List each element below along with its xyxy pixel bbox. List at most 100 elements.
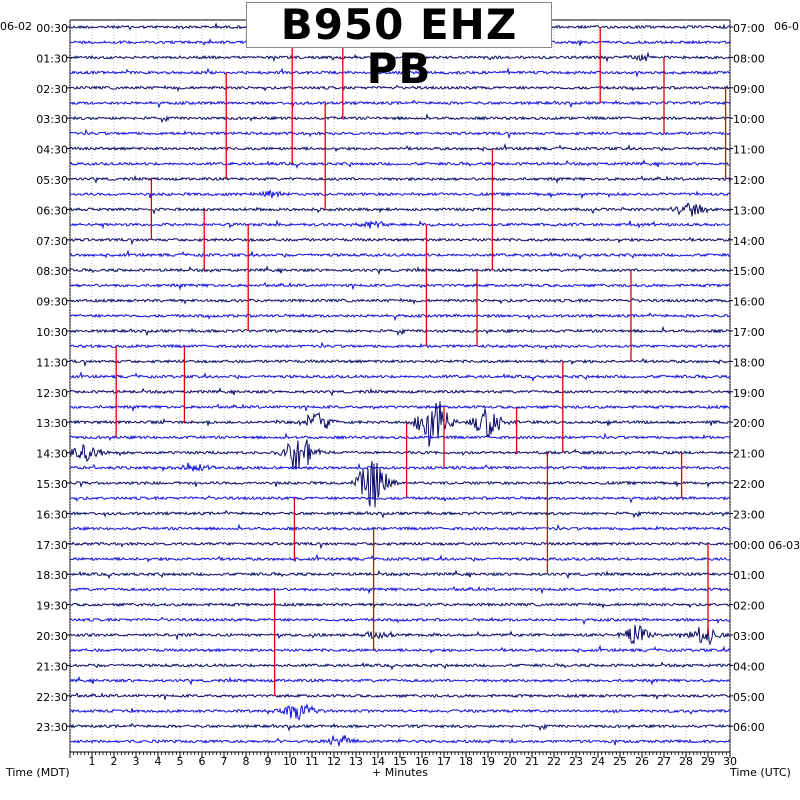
right-time-label: 19:00 — [733, 387, 765, 400]
left-time-ticks: 00:30 01:30 02:30 03:30 04:30 05:30 06:30 07:30… — [36, 22, 70, 734]
left-time-label: 20:30 — [36, 630, 68, 643]
left-time-label: 12:30 — [36, 387, 68, 400]
trace-line — [69, 219, 730, 230]
y-axis-label-left: Time (MDT) — [6, 766, 70, 779]
x-tick-label: 27 — [657, 755, 671, 768]
x-tick-label: 19 — [481, 755, 495, 768]
trace-line — [69, 51, 731, 63]
x-tick-label: 29 — [701, 755, 715, 768]
trace-line — [69, 158, 730, 169]
left-time-label: 08:30 — [36, 265, 68, 278]
right-time-label: 15:00 — [733, 265, 765, 278]
left-time-label: 04:30 — [36, 144, 68, 157]
x-tick-label: 25 — [613, 755, 627, 768]
x-tick-label: 30 — [723, 755, 737, 768]
trace-line — [69, 236, 731, 246]
trace-line — [69, 401, 731, 447]
trace-line — [69, 202, 731, 217]
trace-line — [69, 461, 731, 508]
x-tick-label: 11 — [305, 755, 319, 768]
x-tick-label: 18 — [459, 755, 473, 768]
trace-line — [69, 702, 731, 721]
x-tick-label: 4 — [155, 755, 162, 768]
right-time-label: 08:00 — [733, 52, 765, 65]
left-time-label: 23:30 — [36, 721, 68, 734]
x-tick-label: 14 — [371, 755, 385, 768]
trace-line — [69, 722, 731, 732]
left-time-label: 00:30 — [36, 22, 68, 35]
x-tick-label: 20 — [503, 755, 517, 768]
right-time-label: 06:00 — [733, 721, 765, 734]
left-time-label: 18:30 — [36, 569, 68, 582]
right-time-label: 13:00 — [733, 204, 765, 217]
left-time-label: 22:30 — [36, 691, 68, 704]
trace-line — [69, 692, 731, 700]
trace-line — [69, 358, 731, 368]
right-time-label: 10:00 — [733, 113, 765, 126]
trace-line — [70, 84, 731, 93]
trace-line — [69, 281, 731, 291]
right-time-label: 03:00 — [733, 630, 765, 643]
trace-line — [69, 553, 731, 563]
x-tick-label: 26 — [635, 755, 649, 768]
left-time-label: 01:30 — [36, 52, 68, 65]
left-time-label: 03:30 — [36, 113, 68, 126]
x-tick-label: 15 — [393, 755, 407, 768]
right-time-label: 14:00 — [733, 235, 765, 248]
x-axis-label: + Minutes — [372, 766, 429, 779]
trace-line — [69, 675, 731, 686]
trace-line — [69, 143, 731, 153]
trace-line — [69, 541, 731, 550]
x-tick-label: 21 — [525, 755, 539, 768]
trace-line — [69, 624, 730, 646]
y-axis-label-right: Time (UTC) — [730, 766, 791, 779]
x-tick-label: 9 — [265, 755, 272, 768]
left-time-label: 15:30 — [36, 478, 68, 491]
trace-line — [69, 67, 731, 78]
left-time-label: 21:30 — [36, 660, 68, 673]
trace-line — [69, 523, 731, 532]
right-time-label: 05:00 — [733, 691, 765, 704]
x-tick-label: 13 — [349, 755, 363, 768]
right-time-label: 07:00 — [733, 22, 765, 35]
right-time-label: 18:00 — [733, 356, 765, 369]
trace-line — [69, 616, 731, 626]
trace-line — [69, 432, 731, 441]
right-time-label: 21:00 — [733, 448, 765, 461]
trace-line — [69, 174, 731, 185]
x-tick-label: 23 — [569, 755, 583, 768]
x-tick-label: 12 — [327, 755, 341, 768]
left-time-label: 19:30 — [36, 600, 68, 613]
left-time-label: 10:30 — [36, 326, 68, 339]
right-time-label: 16:00 — [733, 296, 765, 309]
trace-line — [69, 249, 731, 261]
left-time-label: 13:30 — [36, 417, 68, 430]
left-time-label: 05:30 — [36, 174, 68, 187]
minute-grid — [69, 20, 731, 752]
x-tick-label: 17 — [437, 755, 451, 768]
trace-line — [69, 403, 730, 413]
x-tick-label: 6 — [199, 755, 206, 768]
right-time-label: 01:00 — [733, 569, 765, 582]
trace-line — [69, 509, 731, 519]
trace-line — [69, 644, 731, 654]
trace-line — [70, 462, 731, 473]
x-tick-label: 3 — [133, 755, 140, 768]
right-time-label: 00:00 06-03 — [733, 539, 800, 552]
trace-line — [69, 371, 731, 382]
x-tick-label: 24 — [591, 755, 605, 768]
left-time-label: 02:30 — [36, 83, 68, 96]
right-time-label: 11:00 — [733, 144, 765, 157]
right-time-label: 09:00 — [733, 83, 765, 96]
trace-line — [69, 585, 731, 595]
seismic-traces — [69, 23, 731, 747]
left-time-label: 07:30 — [36, 235, 68, 248]
left-time-label: 06:30 — [36, 204, 68, 217]
trace-line — [69, 569, 731, 580]
x-tick-label: 16 — [415, 755, 429, 768]
right-time-ticks: 07:00 08:00 09:00 10:00 11:00 12:00 13:00 14:00… — [730, 22, 800, 734]
right-time-label: 20:00 — [733, 417, 765, 430]
right-time-label: 02:00 — [733, 600, 765, 613]
trace-line — [69, 734, 731, 747]
x-tick-label: 8 — [243, 755, 250, 768]
